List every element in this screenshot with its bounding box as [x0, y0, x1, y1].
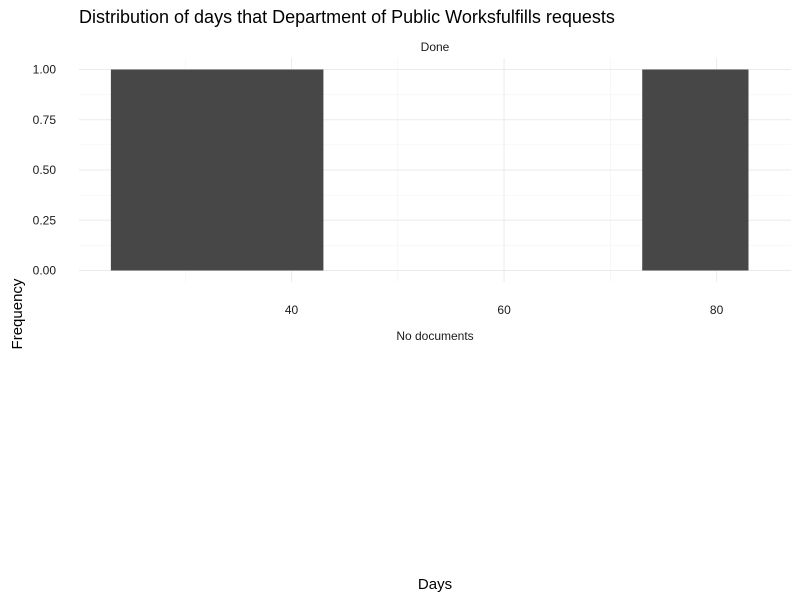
annotation-no-documents: No documents	[396, 329, 473, 343]
y-axis-label: Frequency	[9, 278, 26, 349]
y-tick-label: 0.00	[33, 264, 57, 278]
y-tick-label: 0.50	[33, 163, 57, 177]
y-axis-ticks: 0.00 0.25 0.50 0.75 1.00	[33, 63, 57, 278]
histogram-bar	[642, 69, 749, 271]
y-tick-label: 1.00	[33, 63, 57, 77]
x-tick-label: 80	[710, 303, 724, 317]
y-tick-label: 0.25	[33, 213, 57, 227]
histogram-bar	[110, 69, 324, 271]
x-tick-label: 40	[285, 303, 299, 317]
chart-title: Distribution of days that Department of …	[79, 7, 615, 27]
x-axis-ticks: 40 60 80	[285, 303, 724, 317]
x-axis-label: Days	[418, 576, 452, 593]
bars	[110, 69, 749, 271]
x-tick-label: 60	[497, 303, 511, 317]
facet-strip-label: Done	[421, 40, 450, 54]
y-tick-label: 0.75	[33, 113, 57, 127]
